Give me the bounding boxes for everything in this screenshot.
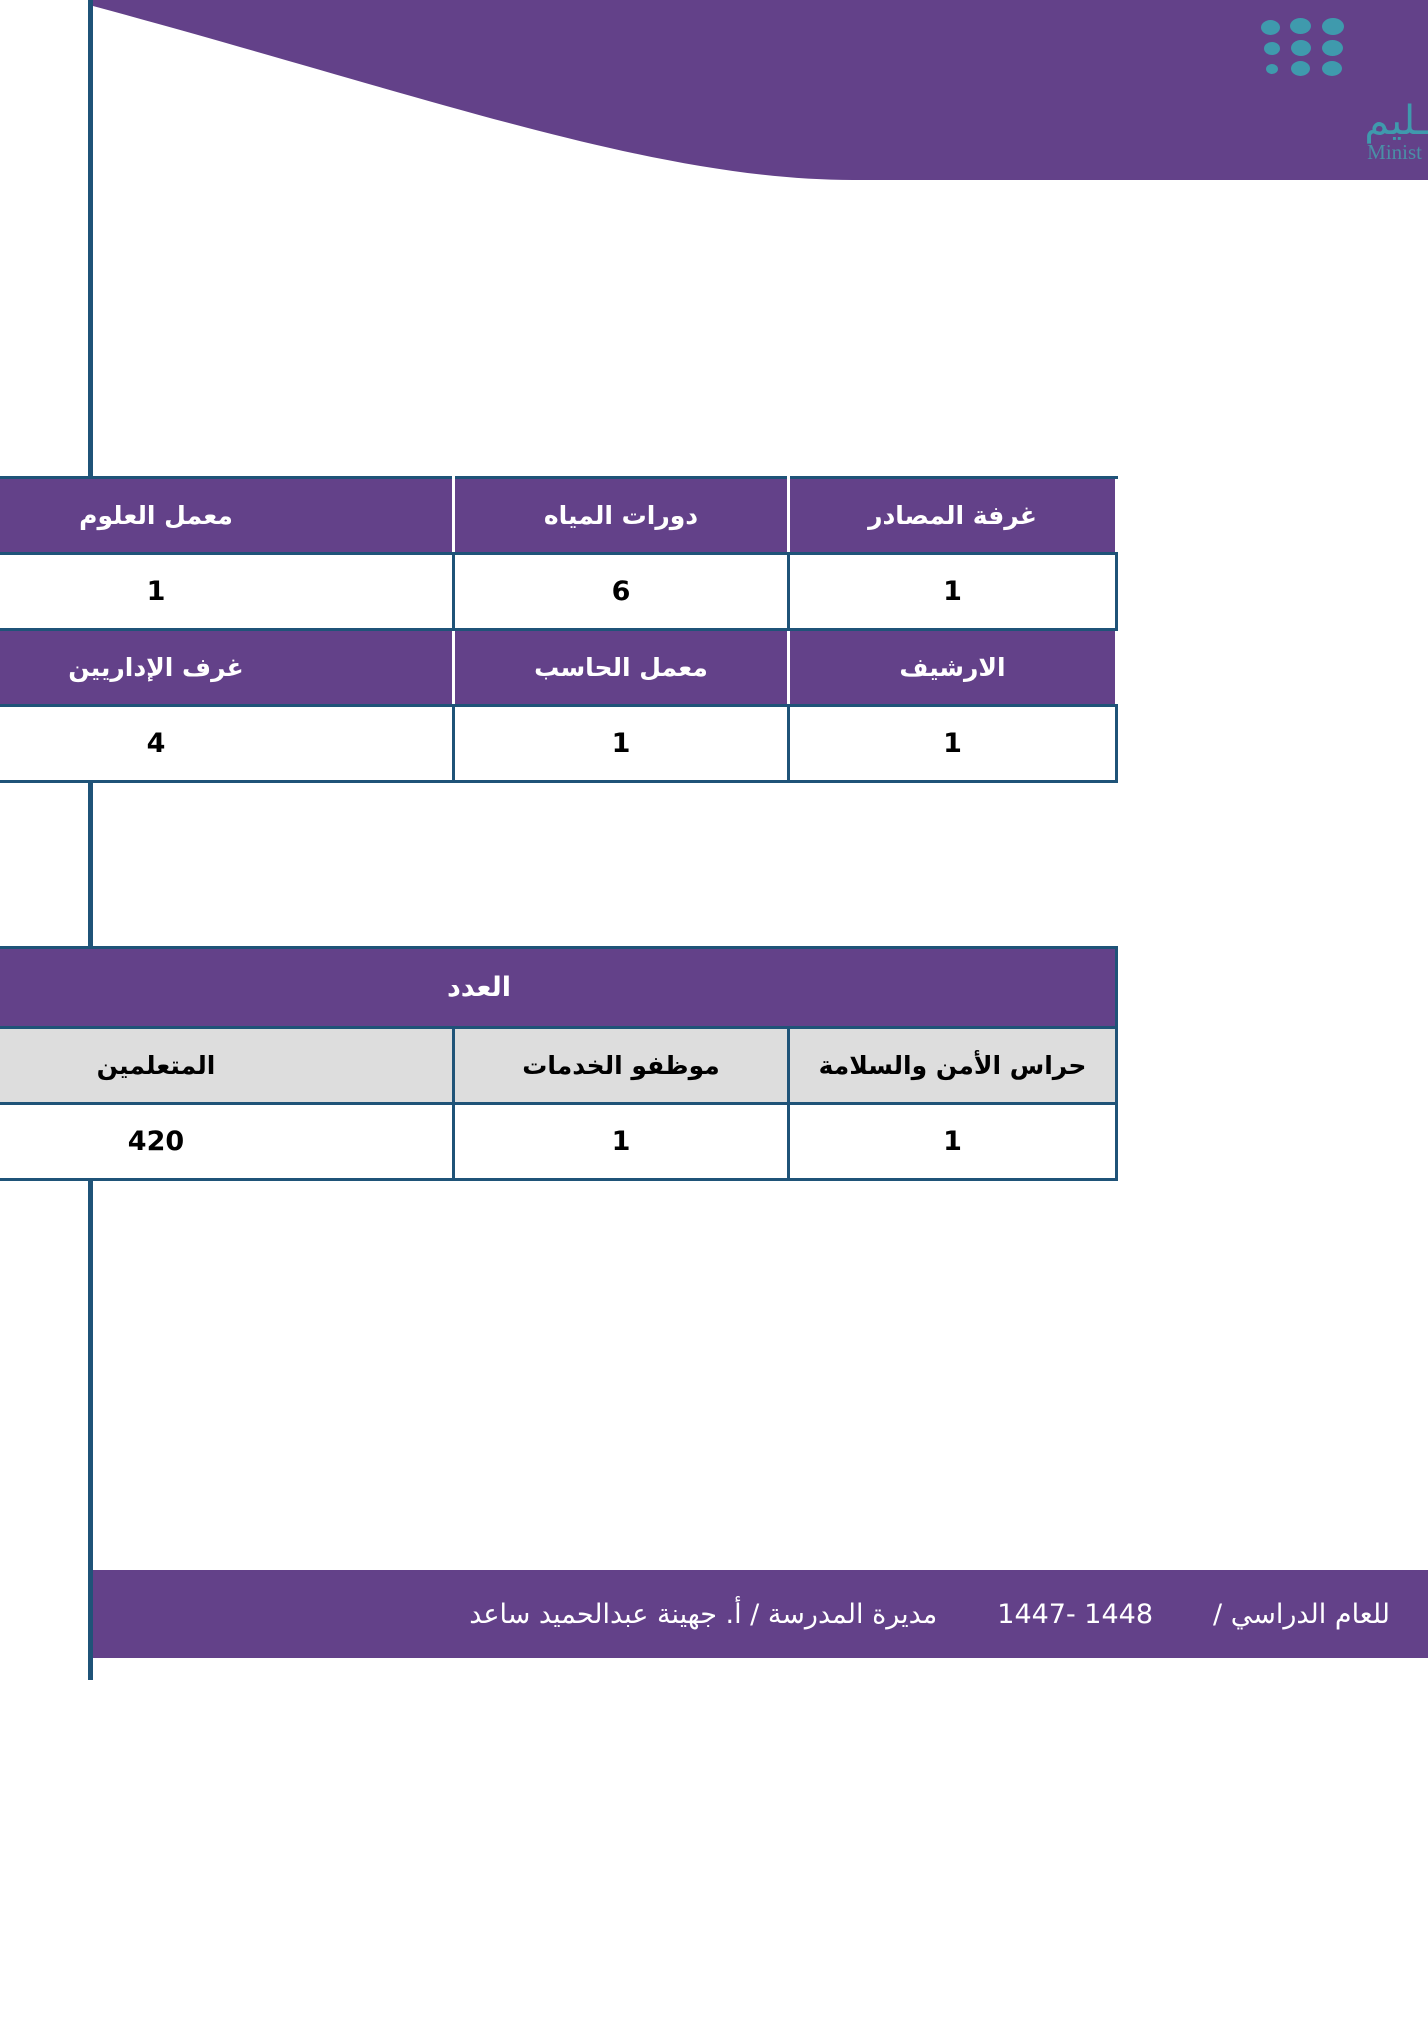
rooms-header-computer-lab: معمل الحاسب: [452, 628, 790, 707]
people-value-service-staff: 1: [452, 1102, 790, 1181]
page-header-banner: [93, 0, 1428, 180]
rooms-value-admin-rooms: 4: [0, 704, 455, 783]
rooms-header-admin-rooms: غرف الإداريين: [0, 628, 455, 707]
people-value-security-guards: 1: [787, 1102, 1118, 1181]
rooms-value-resource-room: 1: [787, 552, 1118, 631]
people-table: العدد حراس الأمن والسلامة موظفو الخدمات …: [0, 946, 1119, 1181]
people-header-service-staff: موظفو الخدمات: [452, 1026, 790, 1105]
document-sheet: [88, 0, 1428, 1680]
rooms-header-science-lab: معمل العلوم: [0, 476, 455, 555]
table-row: العدد: [0, 946, 1119, 1029]
footer-principal-name: مديرة المدرسة / أ. جهينة عبدالحميد ساعد: [469, 1598, 938, 1630]
table-row: الارشيف معمل الحاسب غرف الإداريين: [0, 628, 1118, 707]
rooms-header-resource-room: غرفة المصادر: [787, 476, 1118, 555]
people-header-students: المتعلمين: [0, 1026, 456, 1105]
header-curve-shape: [93, 0, 1428, 180]
table-row: غرفة المصادر دورات المياه معمل العلوم: [0, 476, 1118, 555]
people-value-students: 420: [0, 1102, 456, 1181]
table-row: 1 6 1: [0, 552, 1118, 631]
page-footer: للعام الدراسي / 1447- 1448 مديرة المدرسة…: [93, 1570, 1428, 1658]
rooms-value-computer-lab: 1: [452, 704, 790, 783]
rooms-value-science-lab: 1: [0, 552, 455, 631]
table-row: 1 1 420: [0, 1102, 1118, 1181]
rooms-value-restrooms: 6: [452, 552, 790, 631]
people-header-security-guards: حراس الأمن والسلامة: [787, 1026, 1118, 1105]
table-row: 1 1 4: [0, 704, 1118, 783]
people-banner-count-label: العدد: [0, 946, 1119, 1029]
table-row: حراس الأمن والسلامة موظفو الخدمات المتعل…: [0, 1026, 1118, 1105]
rooms-table: غرفة المصادر دورات المياه معمل العلوم 1 …: [0, 476, 1118, 783]
rooms-value-archive: 1: [787, 704, 1118, 783]
footer-academic-year-label: للعام الدراسي /: [1213, 1598, 1390, 1630]
footer-academic-year-value: 1447- 1448: [997, 1598, 1154, 1630]
rooms-header-restrooms: دورات المياه: [452, 476, 790, 555]
rooms-header-archive: الارشيف: [787, 628, 1118, 707]
